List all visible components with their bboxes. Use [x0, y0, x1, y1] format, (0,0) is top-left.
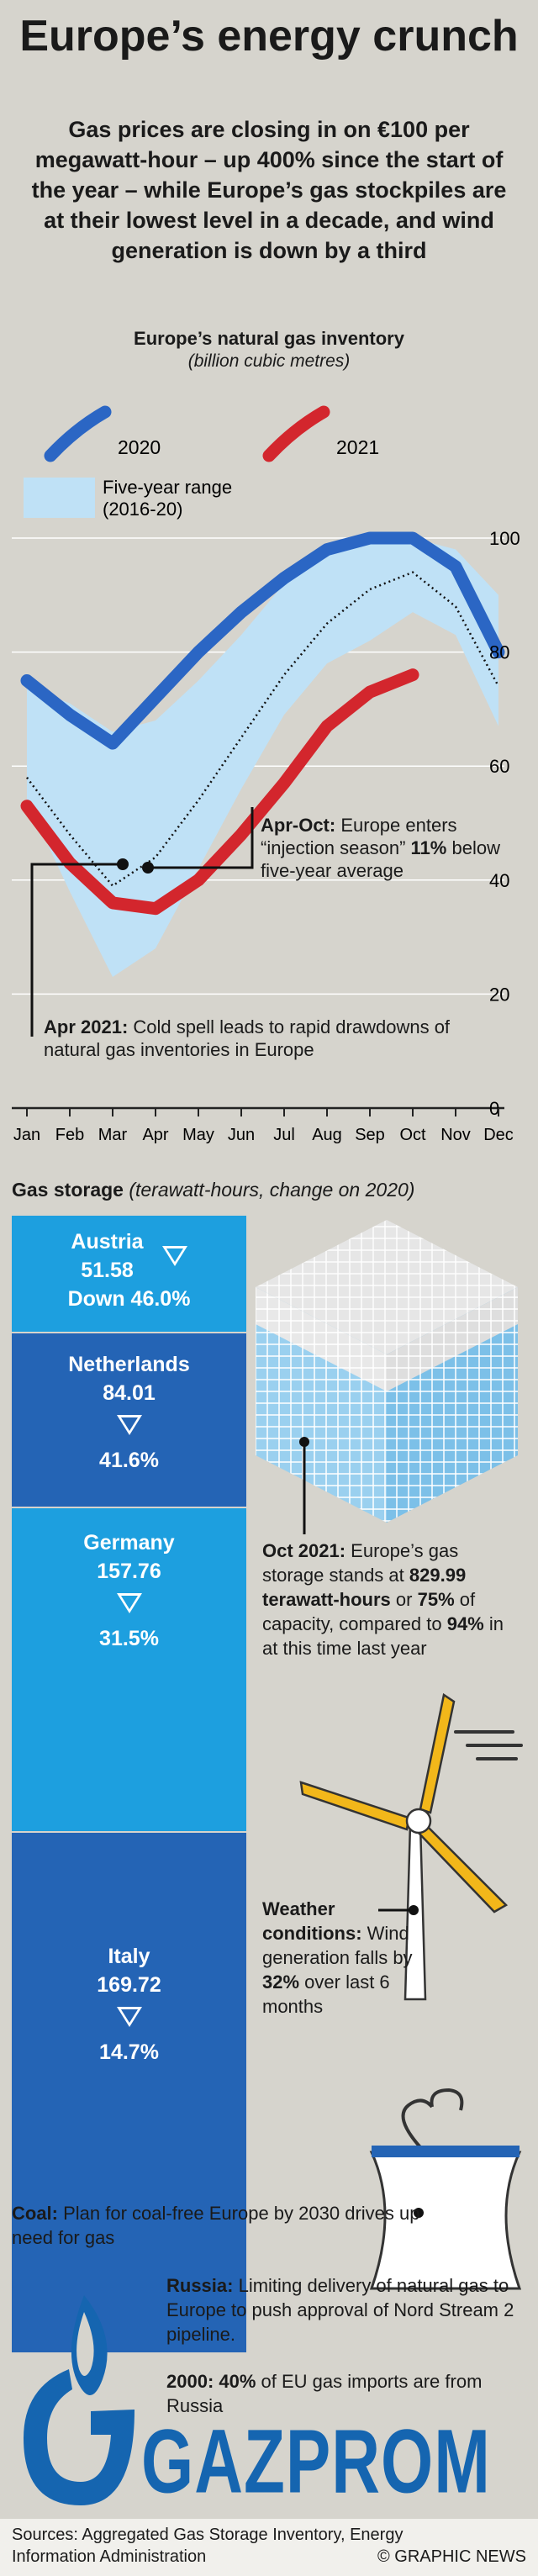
x-tick-label: Sep	[355, 1126, 385, 1144]
storage-bar-austria: Austria 51.58 Down 46.0%	[12, 1216, 246, 1333]
annotation-connector-apr2021	[30, 863, 123, 1037]
y-tick-label: 80	[489, 642, 509, 663]
x-tick-label: Jun	[228, 1126, 255, 1144]
annotation-apr-2021: Apr 2021: Cold spell leads to rapid draw…	[44, 1016, 451, 1060]
y-tick-label: 20	[489, 984, 509, 1005]
x-tick-label: May	[182, 1126, 214, 1144]
storage-bar-netherlands: Netherlands 84.01 41.6%	[12, 1333, 246, 1508]
series-2021-line	[20, 668, 419, 916]
series-2020-line	[20, 531, 505, 750]
x-tick-label: Jan	[13, 1126, 40, 1144]
down-triangle-icon	[116, 2007, 142, 2027]
chart-subtitle: (billion cubic metres)	[187, 351, 351, 371]
intro-text: Gas prices are closing in on €100 per me…	[31, 117, 507, 263]
footer	[0, 2519, 538, 2576]
x-tick-label: Apr	[142, 1126, 168, 1144]
x-tick-label: Nov	[440, 1126, 471, 1144]
legend-range-period: (2016-20)	[103, 499, 182, 520]
copyright-text: © GRAPHIC NEWS	[377, 2547, 526, 2566]
annotation-apr-oct: Apr-Oct: Europe enters “injection season…	[261, 815, 500, 881]
down-triangle-icon	[116, 1415, 142, 1435]
annotation-connector-apr-oct	[148, 807, 254, 869]
power-plant-icon	[369, 2088, 522, 2290]
gazprom-wordmark: GAZPROM	[141, 2410, 491, 2512]
down-triangle-icon	[116, 1593, 142, 1613]
inventory-chart: 100 80 60 40 20 0 Jan Feb Mar Apr May Jun Jul Aug Sep…	[12, 405, 520, 1144]
coal-text: Coal: Plan for coal-free Europe by 2030 …	[12, 2203, 420, 2248]
legend-2021-label: 2021	[336, 436, 379, 458]
legend-2020-label: 2020	[118, 436, 161, 458]
x-tick-label: Oct	[399, 1126, 426, 1144]
sources-text: Sources: Aggregated Gas Storage Inventor…	[12, 2526, 404, 2566]
storage-bar-italy: Italy 169.72 14.7%	[12, 1833, 246, 2352]
y-tick-label: 0	[489, 1098, 499, 1119]
five-year-average-line	[26, 571, 500, 888]
oct-2021-text: Oct 2021: Europe’s gas storage stands at…	[262, 1540, 504, 1659]
x-tick-label: Jul	[273, 1126, 295, 1144]
russia-text: Russia: Limiting delivery of natural gas…	[166, 2275, 514, 2345]
down-triangle-icon	[161, 1246, 187, 1266]
x-tick-label: Aug	[312, 1126, 342, 1144]
five-year-range-band	[27, 538, 498, 978]
gazprom-logo-icon	[24, 2295, 134, 2505]
legend-2021-swatch	[262, 405, 330, 462]
y-tick-label: 40	[489, 870, 509, 891]
x-tick-label: Dec	[483, 1126, 514, 1144]
y-tick-label: 100	[489, 528, 520, 549]
wind-turbine-icon	[299, 1692, 523, 2001]
legend-range-label: Five-year range	[103, 477, 232, 498]
legend-2020-swatch	[44, 405, 112, 462]
x-tick-label: Mar	[98, 1126, 128, 1144]
page-title: Europe’s energy crunch	[19, 12, 519, 61]
legend-range-swatch	[24, 478, 95, 518]
y-tick-label: 60	[489, 756, 509, 777]
gas-storage-title: Gas storage (terawatt-hours, change on 2…	[12, 1179, 415, 1201]
imports-text: 2000: 40% of EU gas imports are from Rus…	[166, 2371, 483, 2416]
x-tick-label: Feb	[55, 1126, 84, 1144]
chart-title: Europe’s natural gas inventory	[134, 328, 404, 349]
storage-bar-germany: Germany 157.76 31.5%	[12, 1508, 246, 1833]
storage-cube-icon	[256, 1220, 518, 1534]
weather-text: Weather conditions: Wind generation fall…	[262, 1898, 413, 2017]
